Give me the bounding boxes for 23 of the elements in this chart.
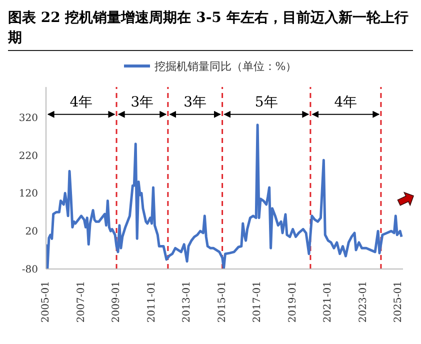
- y-tick-label: 320: [18, 112, 38, 124]
- x-tick-label: 2005-01: [40, 281, 52, 323]
- x-tick-label: 2009-01: [111, 281, 122, 323]
- x-tick-label: 2013-01: [182, 281, 193, 323]
- x-tick-label: 2011-01: [146, 281, 158, 323]
- y-tick-label: 120: [18, 188, 38, 200]
- x-tick-label: 2007-01: [76, 281, 87, 323]
- x-tick-label: 2015-01: [216, 281, 228, 323]
- annotation: 3年: [184, 94, 207, 110]
- annotation: 5年: [254, 94, 278, 110]
- y-tick-label: 20: [25, 226, 38, 238]
- y-tick-label: -80: [22, 264, 38, 276]
- x-tick-label: 2019-01: [287, 281, 298, 323]
- chart-title: 图表 22 挖机销量增速周期在 3-5 年左右，目前迈入新一轮上行期: [8, 8, 413, 51]
- annotation: 4年: [334, 94, 358, 110]
- annotation: 4年: [70, 94, 93, 110]
- x-tick-label: 2021-01: [322, 281, 334, 323]
- y-tick-label: 220: [18, 150, 38, 162]
- x-tick-label: 2025-01: [393, 281, 404, 323]
- x-tick-label: 2023-01: [358, 281, 369, 323]
- x-tick-label: 2017-01: [252, 281, 264, 323]
- legend-label: 挖掘机销量同比（单位：%）: [154, 58, 297, 74]
- annotation: 3年: [130, 94, 154, 110]
